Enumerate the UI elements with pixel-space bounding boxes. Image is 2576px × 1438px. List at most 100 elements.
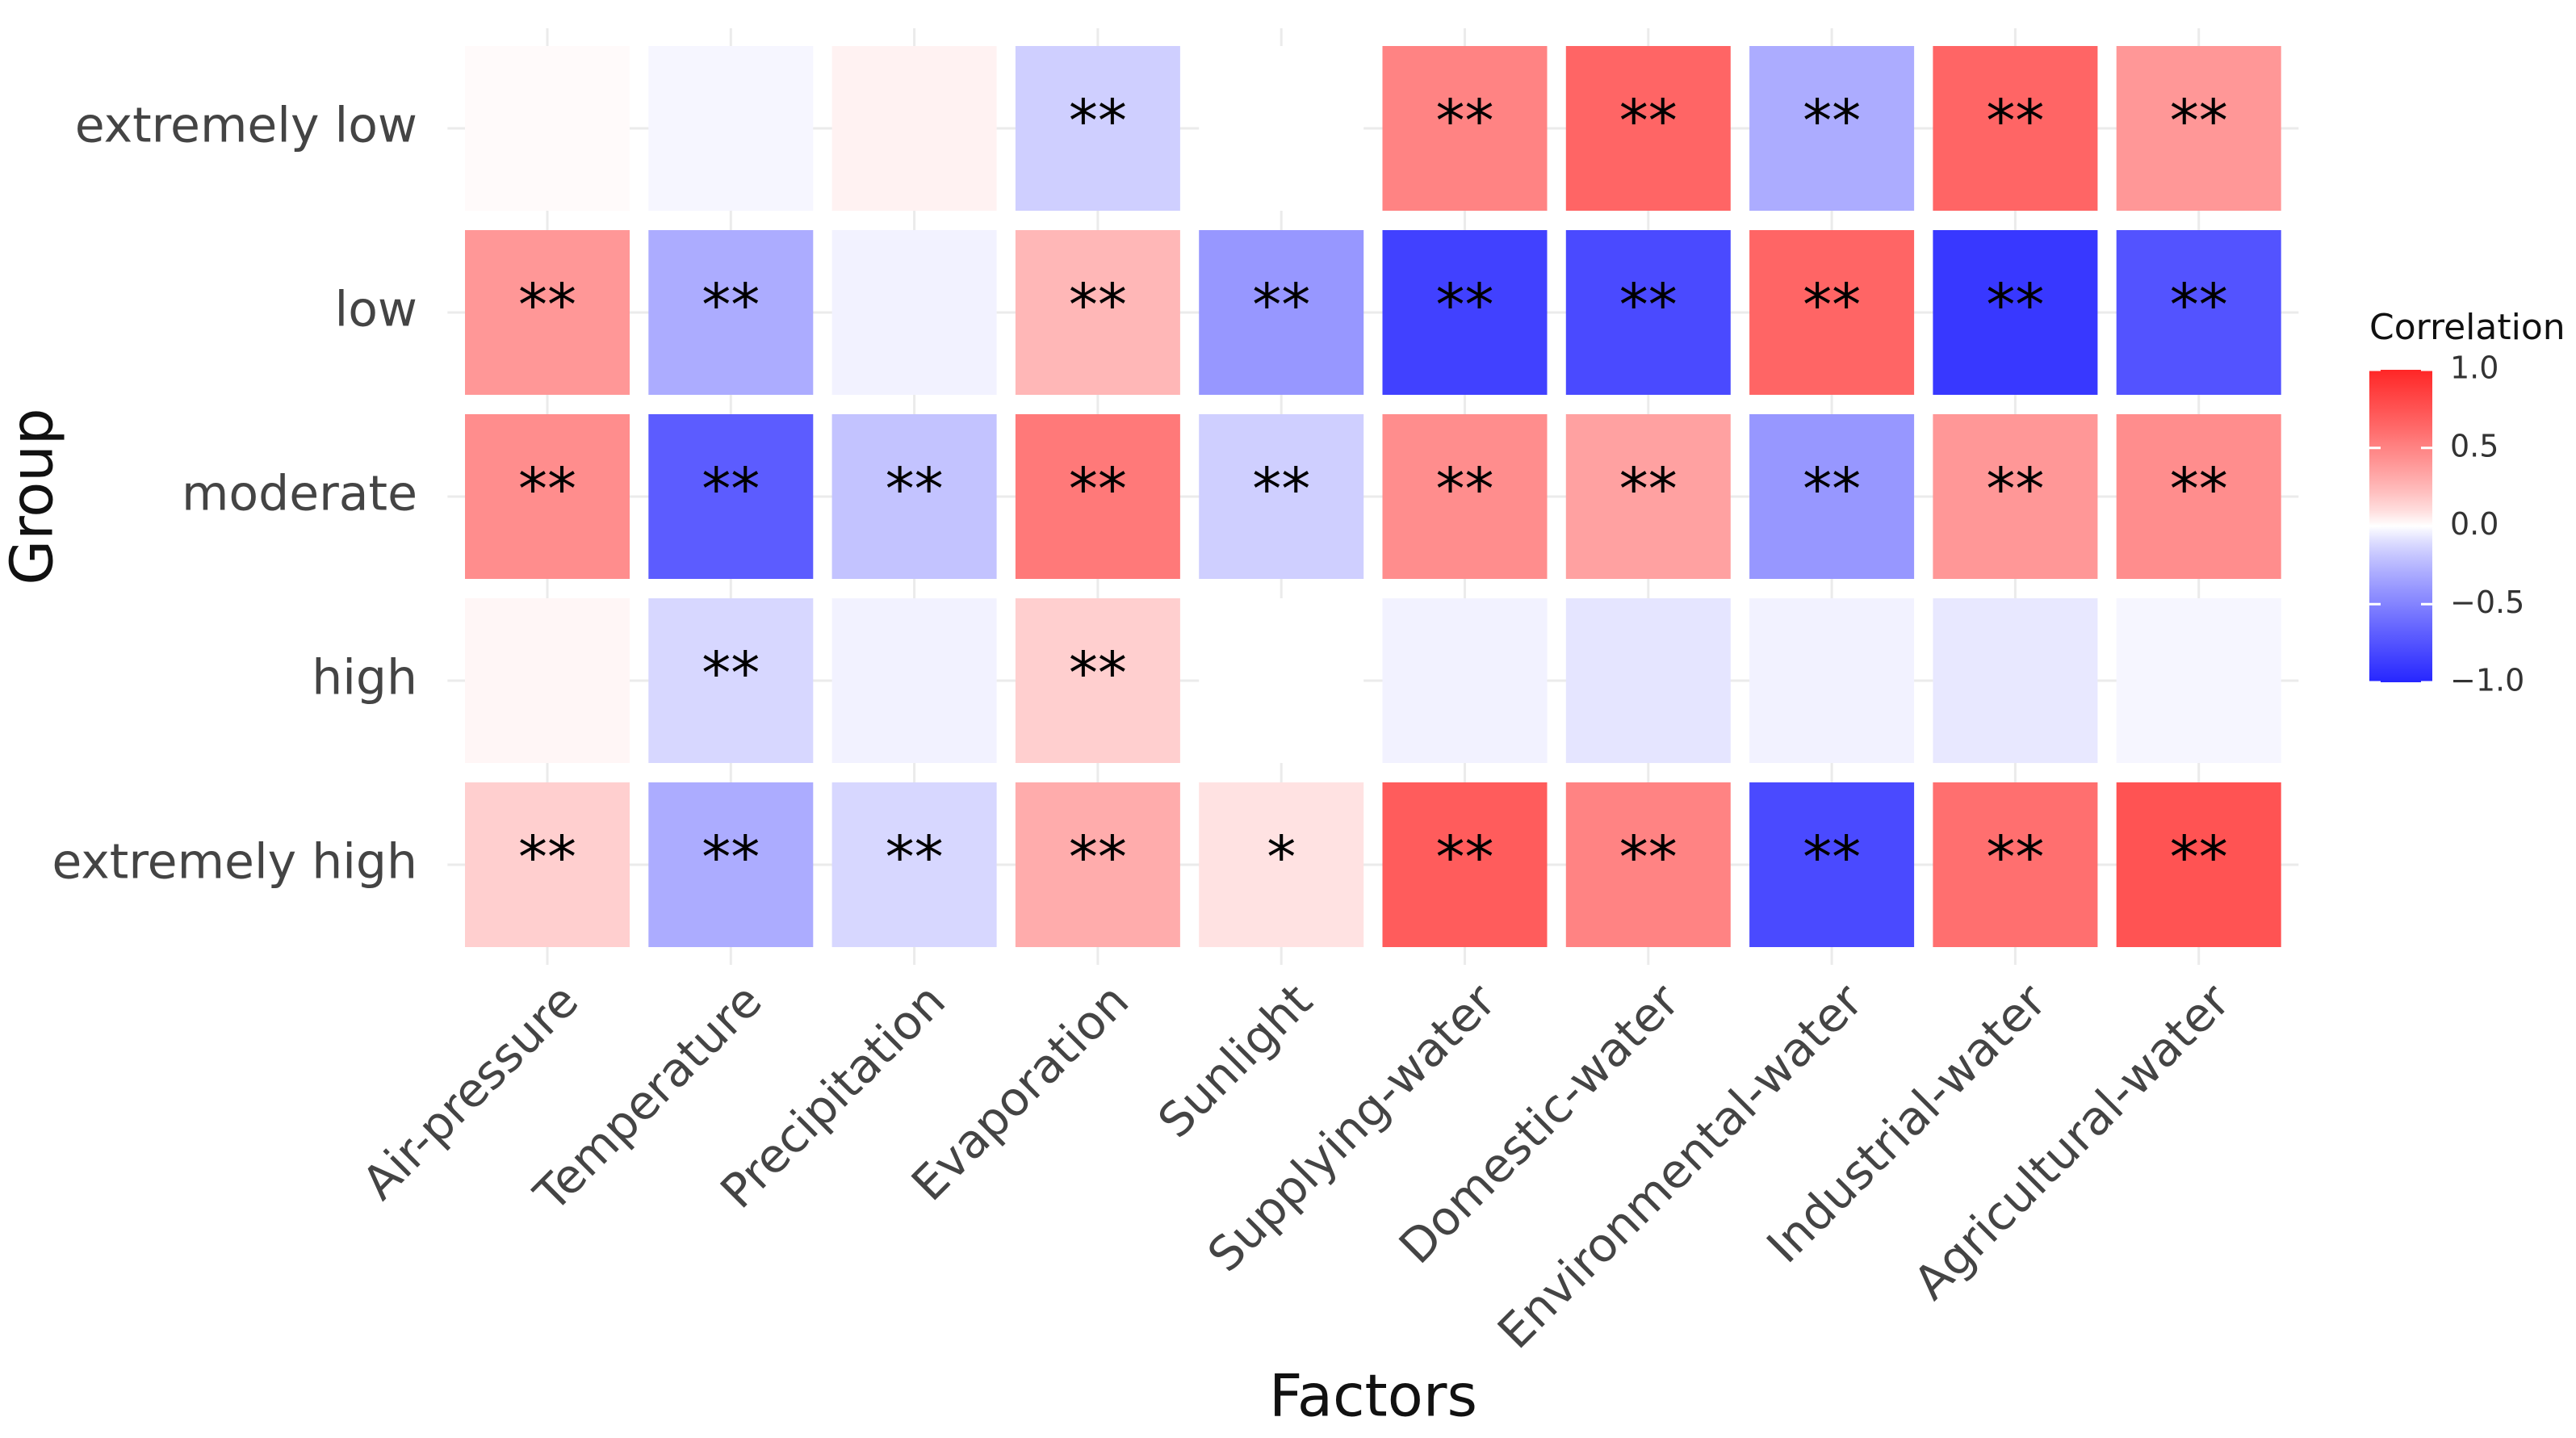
heatmap-cell bbox=[465, 46, 630, 211]
heatmap-cell bbox=[1749, 782, 1915, 947]
significance-label: ** bbox=[1619, 271, 1678, 339]
heatmap-cell bbox=[1382, 230, 1548, 395]
legend-title: Correlation bbox=[2369, 307, 2566, 348]
heatmap-cell bbox=[1749, 230, 1915, 395]
significance-label: ** bbox=[518, 824, 576, 891]
significance-label: * bbox=[1267, 824, 1296, 891]
colorbar-tick-label: 1.0 bbox=[2450, 350, 2499, 386]
significance-label: ** bbox=[702, 824, 760, 891]
heatmap-cell bbox=[1015, 414, 1180, 579]
significance-label: ** bbox=[1069, 271, 1127, 339]
significance-label: ** bbox=[1803, 455, 1861, 523]
heatmap-cell bbox=[1382, 598, 1548, 763]
heatmap-cell bbox=[1199, 782, 1364, 947]
significance-label: ** bbox=[702, 455, 760, 523]
y-tick-label: moderate bbox=[182, 466, 417, 522]
heatmap-cell bbox=[1749, 414, 1915, 579]
heatmap-cell bbox=[831, 782, 997, 947]
significance-label: ** bbox=[1069, 639, 1127, 707]
significance-label: ** bbox=[518, 271, 576, 339]
heatmap-cell bbox=[1565, 414, 1731, 579]
significance-label: ** bbox=[2170, 455, 2228, 523]
y-tick-label: low bbox=[335, 282, 417, 338]
heatmap-cell bbox=[831, 414, 997, 579]
significance-label: ** bbox=[1619, 824, 1678, 891]
heatmap-cell bbox=[1199, 230, 1364, 395]
heatmap-cell bbox=[1015, 782, 1180, 947]
heatmap-cell bbox=[1382, 782, 1548, 947]
significance-label: ** bbox=[1436, 455, 1494, 523]
heatmap-cell bbox=[2116, 598, 2281, 763]
heatmap-cell bbox=[465, 598, 630, 763]
significance-label: ** bbox=[1803, 87, 1861, 155]
heatmap-cell bbox=[465, 782, 630, 947]
significance-label: ** bbox=[1436, 87, 1494, 155]
significance-label: ** bbox=[886, 455, 944, 523]
heatmap-cell bbox=[648, 414, 814, 579]
heatmap-cell bbox=[1015, 230, 1180, 395]
heatmap-cell bbox=[1749, 46, 1915, 211]
colorbar-tick-label: −0.5 bbox=[2450, 585, 2524, 620]
significance-label: ** bbox=[2170, 87, 2228, 155]
significance-label: ** bbox=[1619, 87, 1678, 155]
x-tick-label: Environmental-water bbox=[1487, 973, 1873, 1359]
significance-label: ** bbox=[1803, 271, 1861, 339]
significance-label: ** bbox=[702, 271, 760, 339]
heatmap-cell bbox=[1015, 46, 1180, 211]
heatmap-cell bbox=[2116, 782, 2281, 947]
heatmap-cell bbox=[2116, 230, 2281, 395]
heatmap-cell bbox=[1565, 598, 1731, 763]
heatmap-cell bbox=[1565, 230, 1731, 395]
significance-label: ** bbox=[1069, 87, 1127, 155]
significance-label: ** bbox=[1252, 271, 1310, 339]
significance-label: ** bbox=[886, 824, 944, 891]
colorbar-tick-label: −1.0 bbox=[2450, 663, 2524, 698]
heatmap-cell bbox=[1933, 230, 2098, 395]
significance-label: ** bbox=[518, 455, 576, 523]
y-tick-label: high bbox=[312, 650, 417, 706]
heatmap-cell bbox=[1199, 46, 1364, 211]
heatmap-cell bbox=[648, 598, 814, 763]
significance-label: ** bbox=[1986, 87, 2044, 155]
x-tick-label: Sunlight bbox=[1147, 973, 1322, 1148]
significance-label: ** bbox=[1069, 455, 1127, 523]
heatmap-cell bbox=[1933, 414, 2098, 579]
heatmap-cell bbox=[1933, 782, 2098, 947]
heatmap-cell bbox=[648, 230, 814, 395]
y-axis-title: Group bbox=[0, 408, 66, 585]
heatmap-cell bbox=[648, 782, 814, 947]
heatmap-cell bbox=[465, 414, 630, 579]
significance-label: ** bbox=[1803, 824, 1861, 891]
significance-label: ** bbox=[1436, 824, 1494, 891]
colorbar-tick-label: 0.0 bbox=[2450, 506, 2499, 542]
significance-label: ** bbox=[1252, 455, 1310, 523]
heatmap-cell bbox=[648, 46, 814, 211]
heatmap-cell bbox=[831, 46, 997, 211]
heatmap-cell bbox=[2116, 46, 2281, 211]
heatmap-cell bbox=[465, 230, 630, 395]
heatmap-cell bbox=[1933, 46, 2098, 211]
heatmap-cell bbox=[1565, 46, 1731, 211]
heatmap-cell bbox=[831, 598, 997, 763]
significance-label: ** bbox=[1436, 271, 1494, 339]
heatmap-cell bbox=[1199, 598, 1364, 763]
significance-label: ** bbox=[1986, 271, 2044, 339]
heatmap-cell bbox=[1933, 598, 2098, 763]
heatmap-cell bbox=[1015, 598, 1180, 763]
heatmap-cell bbox=[2116, 414, 2281, 579]
heatmap-cell bbox=[831, 230, 997, 395]
significance-label: ** bbox=[2170, 271, 2228, 339]
x-tick-label: Agricultural-water bbox=[1904, 973, 2241, 1310]
x-axis-title: Factors bbox=[1269, 1362, 1477, 1430]
significance-label: ** bbox=[1069, 824, 1127, 891]
y-tick-label: extremely high bbox=[52, 834, 417, 891]
y-tick-label: extremely low bbox=[75, 98, 417, 154]
significance-label: ** bbox=[1986, 824, 2044, 891]
significance-label: ** bbox=[1986, 455, 2044, 523]
heatmap-cell bbox=[1749, 598, 1915, 763]
significance-label: ** bbox=[1619, 455, 1678, 523]
heatmap-cell bbox=[1565, 782, 1731, 947]
heatmap-cell bbox=[1382, 46, 1548, 211]
colorbar-tick-label: 0.5 bbox=[2450, 428, 2499, 463]
